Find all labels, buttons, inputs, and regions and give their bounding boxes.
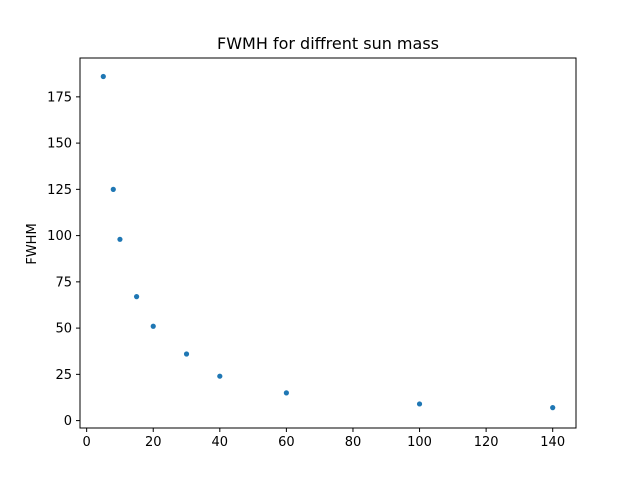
- y-tick-label: 100: [47, 229, 72, 244]
- data-point: [217, 373, 223, 379]
- data-point: [110, 186, 116, 192]
- x-tick-label: 40: [212, 435, 229, 450]
- y-tick-label: 75: [55, 275, 72, 290]
- data-point: [283, 390, 289, 396]
- y-tick-label: 175: [47, 90, 72, 105]
- x-tick-label: 0: [83, 435, 91, 450]
- x-tick-label: 140: [540, 435, 565, 450]
- x-tick-label: 60: [278, 435, 295, 450]
- x-axis-ticks: 0 20 40 60 80 100 120 140: [83, 428, 565, 450]
- data-point: [117, 236, 123, 242]
- chart-title: FWMH for diffrent sun mass: [217, 34, 439, 53]
- y-axis-label: FWHM: [25, 223, 40, 264]
- y-axis-ticks: 0 25 50 75 100 125 150 175: [47, 90, 80, 429]
- data-points: [100, 73, 556, 411]
- plot-frame: [79, 57, 577, 429]
- data-point: [183, 351, 190, 357]
- data-point: [416, 401, 423, 407]
- data-point: [550, 405, 556, 411]
- data-point: [133, 294, 140, 300]
- x-tick-label: 80: [345, 435, 362, 450]
- y-tick-label: 0: [64, 414, 72, 429]
- x-tick-label: 20: [145, 435, 162, 450]
- y-tick-label: 125: [47, 183, 72, 198]
- data-point: [150, 323, 156, 329]
- x-tick-label: 120: [474, 435, 499, 450]
- data-point: [100, 73, 106, 80]
- y-tick-label: 150: [47, 137, 72, 152]
- y-tick-label: 50: [55, 322, 72, 337]
- x-tick-label: 100: [407, 435, 432, 450]
- y-tick-label: 25: [55, 368, 72, 383]
